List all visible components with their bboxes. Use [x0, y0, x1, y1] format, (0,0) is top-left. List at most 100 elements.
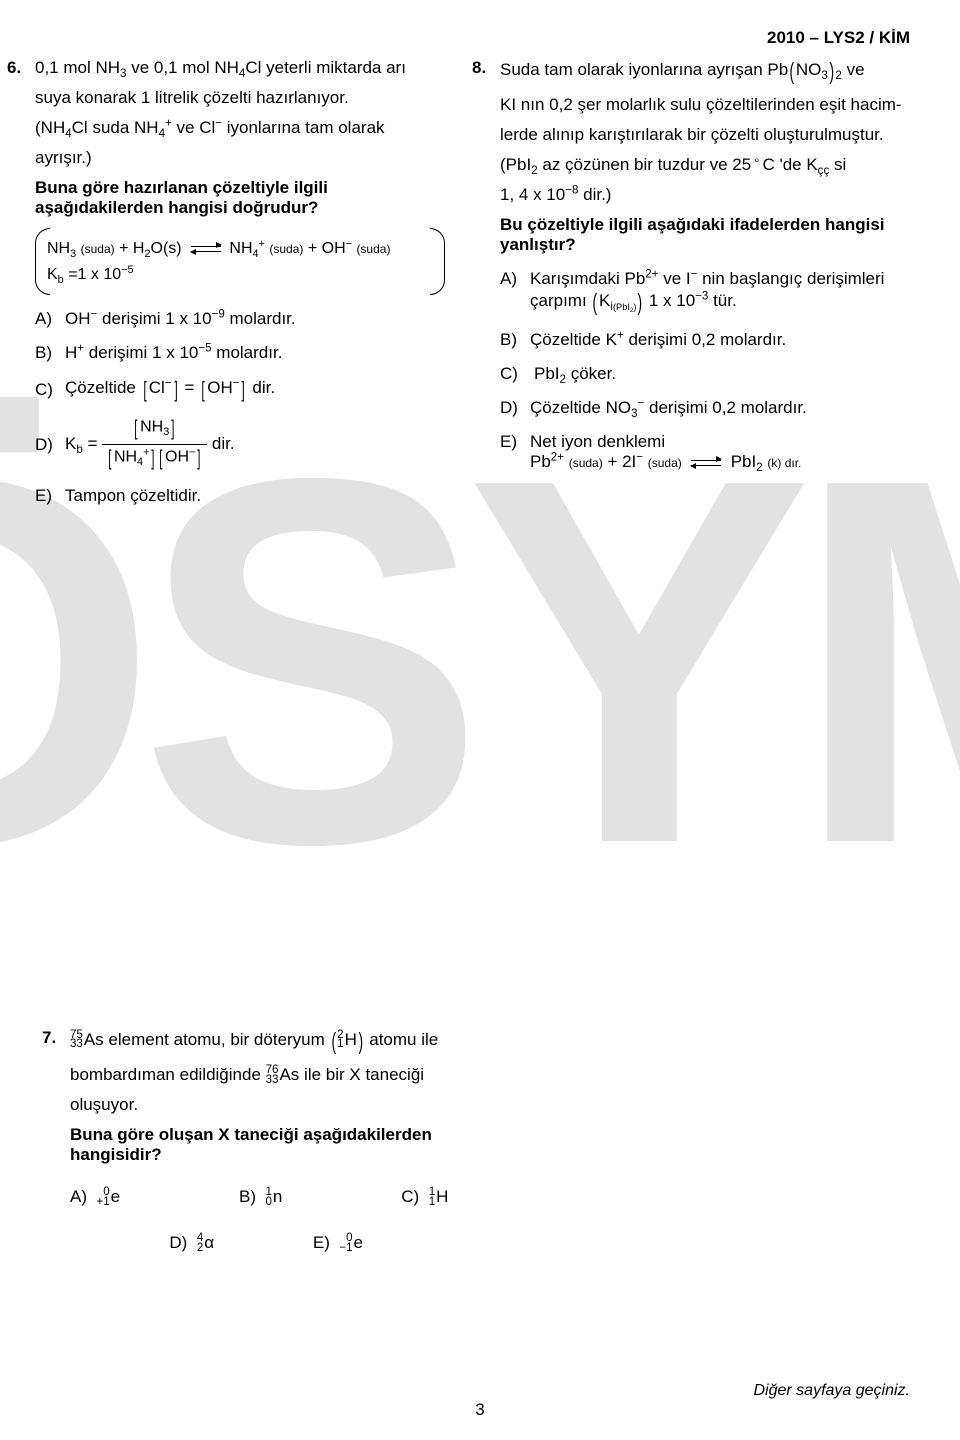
q8-option-b[interactable]: B) Çözeltide K+ derişimi 0,2 molardır. [500, 330, 910, 350]
q8a-pb: Pb [624, 269, 645, 288]
q8a-t4: 1 x 10 [649, 291, 695, 310]
opt-label: C) [401, 1187, 419, 1206]
q8e-2i: 2I [617, 452, 636, 471]
q6d-num: NH [140, 418, 163, 435]
q8a-ki: K [599, 291, 610, 310]
eq-h2o-h: H [133, 240, 145, 257]
q8-number: 8. [472, 58, 486, 78]
nuc-0-m1: 0−1 [339, 1234, 352, 1253]
question-7: 7. 7533As element atomu, bir döteryum (2… [70, 1028, 500, 1253]
eq-suda2: (suda) [269, 242, 303, 256]
q7-h: H [345, 1030, 357, 1049]
q6a-txt: derişimi 1 x 10 [102, 309, 212, 328]
q6a-oh: OH [65, 309, 91, 328]
q6d-dir: dir. [212, 434, 235, 453]
q6-option-b[interactable]: B) H+ derişimi 1 x 10−5 molardır. [35, 343, 445, 363]
q8-t5b: dir.) [583, 185, 611, 204]
q8a-t1: Karışımdaki [530, 269, 624, 288]
q8-t4c: az çözünen bir tuzdur ve 25 [542, 155, 751, 174]
q8-ve: ve [847, 60, 865, 79]
q6c-cl: Cl [149, 378, 165, 397]
q7e-e: e [354, 1233, 363, 1252]
q8e-k: (k) dır. [767, 456, 801, 470]
q7-option-c[interactable]: C) 11H [401, 1187, 448, 1207]
q8-option-c[interactable]: C) PbI2 çöker. [500, 364, 910, 384]
q8-si: si [834, 155, 846, 174]
opt-label: D) [169, 1233, 187, 1252]
eq-h2o-o: O(s) [151, 240, 182, 257]
q6-option-c[interactable]: C) Çözeltide [Cl−] = [OH−] dir. [35, 377, 445, 403]
q8-pb: Pb [767, 60, 788, 79]
q7-prompt: Buna göre oluşan X taneciği aşağıdakiler… [70, 1125, 500, 1165]
q7c-h: H [436, 1187, 448, 1206]
q7-option-b[interactable]: B) 10n [239, 1187, 282, 1207]
eq-nh4: NH [229, 240, 252, 257]
q7-t2c: ile bir X taneciği [304, 1065, 424, 1084]
q8e-pb: Pb [530, 452, 551, 471]
q7-as2: As [279, 1065, 299, 1084]
nuc-0-p1: 0+1 [96, 1188, 109, 1207]
q7-t2a: bombardıman edildiğinde [70, 1065, 266, 1084]
eq-nh3: NH [47, 240, 70, 257]
q7-option-e[interactable]: E) 0−1e [313, 1233, 363, 1253]
exam-header: 2010 – LYS2 / KİM [35, 28, 910, 48]
q8-t2: KI nın 0,2 şer molarlık sulu çözeltileri… [500, 95, 910, 115]
q6-prompt: Buna göre hazırlanan çözeltiyle ilgili a… [35, 178, 445, 218]
q8-option-d[interactable]: D) Çözeltide NO3− derişimi 0,2 molardır. [500, 398, 910, 418]
q8-t3: lerde alınıp karıştırılarak bir çözelti … [500, 125, 910, 145]
opt-label: B) [500, 330, 530, 350]
eq-suda3: (suda) [356, 242, 390, 256]
q6b-suf: molardır. [216, 343, 282, 362]
q6-t3: yeterli miktarda arı [266, 58, 406, 77]
opt-label: C) [500, 364, 530, 384]
q8-no3: NO [796, 60, 822, 79]
q7-t3: oluşuyor. [70, 1095, 500, 1115]
q6d-frac: [NH3] [NH4+][OH−] [102, 417, 207, 472]
q6b-h: H [65, 343, 77, 362]
q6-option-e[interactable]: E) Tampon çözeltidir. [35, 486, 445, 506]
q6c-oh: OH [207, 378, 233, 397]
q6-t7: ve [177, 118, 200, 137]
eq-kb-k: K [47, 266, 58, 283]
q8-t5a: 1, 4 x 10 [500, 185, 565, 204]
nuc-1-1: 11 [429, 1188, 435, 1207]
q8c-pbi2: PbI [534, 364, 560, 383]
q7d-a: α [204, 1233, 214, 1252]
question-6: 6. 0,1 mol NH3 ve 0,1 mol NH4Cl yeterli … [35, 58, 445, 506]
q8b-t2: derişimi 0,2 molardır. [628, 330, 786, 349]
q8-option-a[interactable]: A) Karışımdaki Pb2+ ve I− nin başlangıç … [500, 269, 910, 316]
q6-t4: suya konarak 1 litrelik çözelti hazırlan… [35, 88, 445, 108]
q8-option-e[interactable]: E) Net iyon denklemi Pb2+ (suda) + 2I− (… [500, 432, 910, 472]
q7-option-a[interactable]: A) 0+1e [70, 1187, 120, 1207]
q8e-t1: Net iyon denklemi [530, 432, 665, 451]
mass-2-1: 21 [337, 1031, 343, 1050]
opt-label: B) [239, 1187, 256, 1206]
q6-option-a[interactable]: A) OH− derişimi 1 x 10−9 molardır. [35, 309, 445, 329]
q6-t6: suda [92, 118, 134, 137]
opt-label: B) [35, 343, 65, 363]
mass-76-33: 7633 [266, 1066, 279, 1085]
q6-number: 6. [7, 58, 21, 78]
q6c-dir: dir. [252, 378, 275, 397]
opt-label: A) [500, 269, 530, 289]
q7-as: As [84, 1030, 104, 1049]
q8d-no3: NO [606, 398, 632, 417]
q6-option-d[interactable]: D) Kb = [NH3] [NH4+ [35, 417, 445, 472]
q6-t2: ve 0,1 mol [131, 58, 214, 77]
q6b-txt: derişimi 1 x 10 [89, 343, 199, 362]
q8a-tur: tür. [713, 291, 737, 310]
q6c-eq: = [184, 378, 199, 397]
q8b-k: K [606, 330, 617, 349]
q8e-suda1: (suda) [569, 456, 603, 470]
q8a-ve: ve [663, 269, 686, 288]
eq-kb-val: =1 x 10 [68, 266, 121, 283]
q8d-t2: derişimi 0,2 molardır. [649, 398, 807, 417]
q6-t9: ayrışır.) [35, 148, 445, 168]
q6a-suf: molardır. [230, 309, 296, 328]
q7-option-d[interactable]: D) 42α [169, 1233, 214, 1253]
footer-next-page: Diğer sayfaya geçiniz. [753, 1382, 910, 1400]
mass-75-33: 7533 [70, 1031, 83, 1050]
page-number: 3 [0, 1400, 960, 1420]
q6d-k: K [65, 434, 76, 453]
q8-kcc: C 'de K [762, 155, 817, 174]
